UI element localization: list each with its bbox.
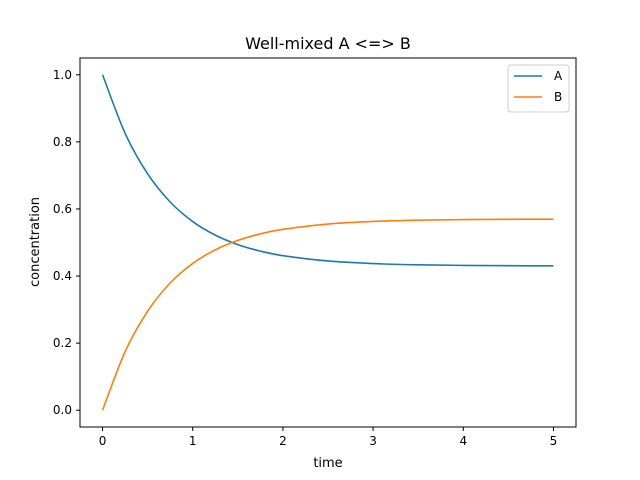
series-line-b [101,218,554,411]
x-tick-label: 3 [369,434,377,448]
x-tick-label: 0 [99,434,107,448]
y-axis-label: concentration [28,197,43,287]
x-tick-label: 1 [189,434,197,448]
y-tick-label: 1.0 [53,68,72,82]
plot-area: 0 1 2 3 4 5 0.0 0.2 0.4 0.6 0.8 1.0 AB [53,57,577,448]
y-tick-label: 0.0 [53,403,72,417]
x-tick-label: 5 [550,434,558,448]
y-tick-label: 0.8 [53,135,72,149]
y-tick-label: 0.2 [53,336,72,350]
plot-frame [79,57,577,428]
x-axis-label: time [313,456,342,471]
chart-title: Well-mixed A <=> B [245,34,411,53]
legend-label-a: A [554,69,563,83]
x-tick-label: 4 [459,434,467,448]
legend-label-b: B [554,90,562,104]
series-line-a [101,74,554,267]
x-tick-label: 2 [279,434,287,448]
y-tick-label: 0.6 [53,202,72,216]
y-tick-label: 0.4 [53,269,72,283]
